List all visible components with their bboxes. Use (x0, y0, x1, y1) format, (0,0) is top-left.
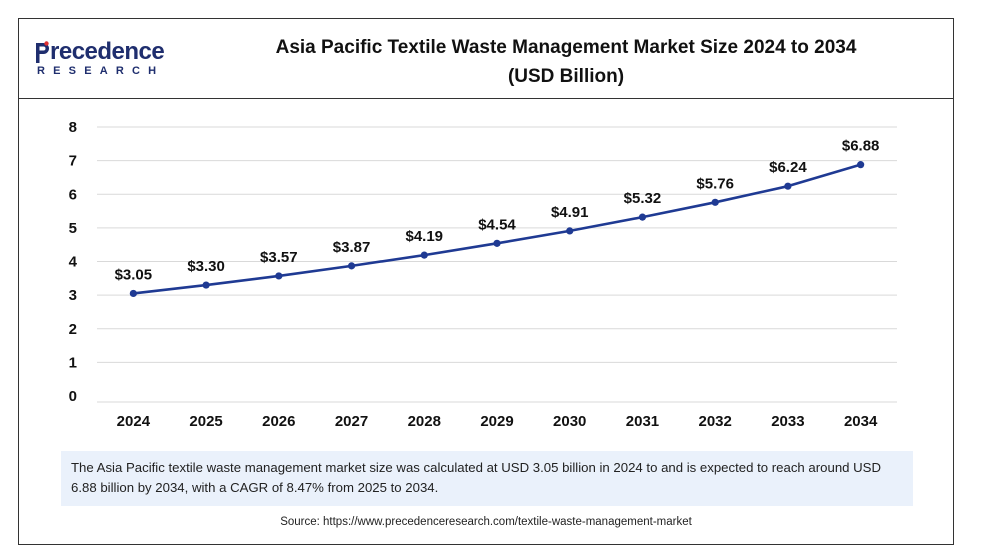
y-tick-label: 4 (69, 254, 78, 271)
logo-p-glyph (36, 41, 49, 63)
data-point (566, 227, 574, 235)
x-tick-label: 2027 (335, 413, 368, 430)
y-tick-label: 2 (69, 321, 77, 338)
x-tick-label: 2025 (189, 413, 222, 430)
y-tick-label: 1 (69, 354, 77, 371)
precedence-research-logo: recedence RESEARCH (35, 36, 175, 84)
x-tick-label: 2033 (771, 413, 804, 430)
source-text: Source: https://www.precedenceresearch.c… (280, 516, 692, 528)
data-point (493, 239, 501, 247)
data-label: $3.30 (187, 258, 225, 275)
header: recedence RESEARCH Asia Pacific Textile … (19, 19, 953, 99)
x-tick-label: 2030 (553, 413, 586, 430)
data-label: $5.76 (696, 175, 734, 192)
data-label: $3.57 (260, 249, 298, 266)
data-label: $5.32 (624, 190, 662, 207)
data-label: $4.19 (405, 228, 443, 245)
data-point (129, 289, 137, 298)
data-label: $4.91 (551, 204, 589, 221)
chart-title: Asia Pacific Textile Waste Management Ma… (199, 33, 933, 91)
data-label: $6.88 (842, 138, 880, 155)
data-point (275, 272, 283, 280)
x-tick-label: 2026 (262, 413, 295, 430)
data-point (420, 251, 428, 259)
data-point (202, 281, 210, 289)
data-point (784, 182, 792, 190)
x-tick-label: 2034 (844, 413, 878, 430)
data-label: $3.05 (115, 266, 153, 283)
logo-subtitle: RESEARCH (37, 65, 165, 77)
y-tick-label: 7 (69, 153, 77, 170)
line-chart: 0 1 2 3 4 5 6 7 8 2024 2025 2026 2027 2028 2029 2030 203… (69, 119, 897, 430)
data-point (638, 213, 647, 221)
data-point (711, 198, 719, 206)
y-tick-label: 8 (69, 119, 77, 136)
data-point (857, 161, 865, 169)
chart-frame: recedence RESEARCH Asia Pacific Textile … (18, 18, 954, 545)
x-tick-label: 2028 (408, 413, 441, 430)
x-tick-label: 2031 (626, 413, 659, 430)
data-point (347, 262, 356, 270)
x-tick-label: 2032 (698, 413, 731, 430)
summary-note: The Asia Pacific textile waste managemen… (61, 451, 913, 506)
data-label: $4.54 (478, 216, 516, 233)
x-tick-label: 2029 (480, 413, 513, 430)
y-tick-label: 3 (69, 287, 77, 304)
x-tick-label: 2024 (117, 413, 151, 430)
logo-wordmark: recedence (50, 38, 165, 65)
y-tick-label: 5 (69, 220, 77, 237)
data-label: $6.24 (769, 159, 807, 176)
y-tick-label: 6 (69, 186, 77, 203)
y-tick-label: 0 (69, 388, 77, 405)
title-line-1: Asia Pacific Textile Waste Management Ma… (275, 37, 857, 58)
data-label: $3.87 (333, 239, 371, 256)
title-line-2: (USD Billion) (507, 66, 625, 87)
